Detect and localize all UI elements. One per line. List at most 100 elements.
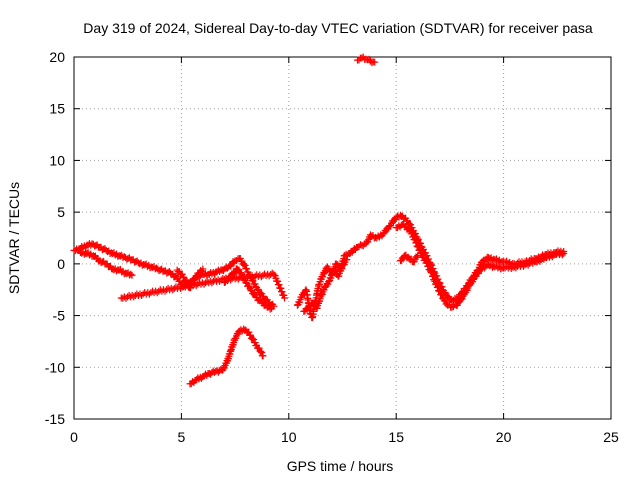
data-point (412, 239, 420, 247)
data-point (200, 280, 208, 288)
data-point (429, 272, 437, 280)
ticks (73, 56, 612, 420)
data-point (560, 250, 568, 258)
series-track-g (300, 256, 351, 315)
y-tick-label: -10 (45, 359, 65, 375)
data-point (153, 289, 161, 297)
data-point (433, 280, 441, 288)
data-point (233, 265, 241, 273)
data-point (428, 261, 436, 269)
data-point (184, 283, 192, 291)
data-point (254, 286, 262, 294)
data-point (237, 269, 245, 277)
data-point (247, 331, 255, 339)
data-point (325, 278, 333, 286)
data-point (408, 230, 416, 238)
data-point (424, 262, 432, 270)
data-point (256, 347, 264, 355)
data-point (180, 273, 188, 281)
data-point (275, 281, 283, 289)
data-point (277, 284, 285, 292)
data-point (529, 259, 537, 267)
data-point (558, 251, 566, 259)
x-tick-label: 0 (70, 429, 78, 445)
data-point (177, 284, 185, 292)
grid (74, 57, 611, 419)
data-point (430, 276, 438, 284)
data-point (122, 294, 130, 302)
data-point (127, 270, 135, 278)
data-point (414, 242, 422, 250)
data-point (248, 287, 256, 295)
data-point (405, 220, 413, 228)
data-point (251, 280, 259, 288)
data-point (343, 256, 351, 264)
data-point (435, 287, 443, 295)
data-point (281, 294, 289, 302)
data-point (248, 334, 256, 342)
data-point (257, 348, 265, 356)
y-tick-label: 5 (57, 204, 65, 220)
data-point (161, 287, 169, 295)
data-point (178, 270, 186, 278)
series-top-cluster (354, 53, 379, 67)
data-point (169, 286, 177, 294)
y-tick-label: 20 (49, 49, 65, 65)
data-point (255, 344, 263, 352)
x-tick-label: 20 (496, 429, 512, 445)
data-point (330, 266, 338, 274)
data-point (251, 339, 259, 347)
data-point (130, 293, 138, 301)
x-tick-label: 5 (178, 429, 186, 445)
data-point (250, 290, 258, 298)
data-point (436, 279, 444, 287)
data-point (524, 261, 532, 269)
y-tick-label: 10 (49, 152, 65, 168)
data-point (270, 270, 278, 278)
y-tick-label: 0 (57, 256, 65, 272)
data-point (407, 227, 415, 235)
data-point (138, 292, 146, 300)
series-track-j (396, 251, 422, 266)
data-point (411, 236, 419, 244)
data-point (199, 265, 207, 273)
data-points (70, 53, 568, 388)
data-point (256, 289, 264, 297)
y-tick-label: -5 (53, 308, 66, 324)
data-point (434, 283, 442, 291)
data-point (241, 261, 249, 269)
data-point (266, 305, 274, 313)
plot-frame (73, 56, 612, 420)
y-tick-labels: -15 -10 -5 0 5 10 15 20 (45, 49, 65, 427)
data-point (441, 297, 449, 305)
x-tick-label: 25 (603, 429, 619, 445)
data-point (414, 252, 422, 260)
x-axis-label: GPS time / hours (287, 458, 394, 474)
chart-title: Day 319 of 2024, Sidereal Day-to-day VTE… (83, 20, 593, 36)
x-tick-label: 15 (388, 429, 404, 445)
series-track-e (186, 325, 267, 388)
data-point (240, 260, 248, 268)
y-axis-label: SDTVAR / TECUs (6, 182, 22, 294)
data-point (145, 290, 153, 298)
data-point (423, 259, 431, 267)
data-point (405, 226, 413, 234)
data-point (182, 276, 190, 284)
data-point (250, 336, 258, 344)
x-tick-label: 10 (281, 429, 297, 445)
data-point (438, 291, 446, 299)
data-point (258, 349, 266, 357)
data-point (321, 283, 329, 291)
y-tick-label: -15 (45, 411, 65, 427)
data-point (419, 245, 427, 253)
data-point (192, 282, 200, 290)
x-tick-labels: 0 5 10 15 20 25 (70, 429, 619, 445)
data-point (208, 279, 216, 287)
data-point (245, 328, 253, 336)
data-point (259, 352, 267, 360)
data-point (416, 246, 424, 254)
data-point (407, 221, 415, 229)
data-point (274, 277, 282, 285)
data-point (428, 269, 436, 277)
